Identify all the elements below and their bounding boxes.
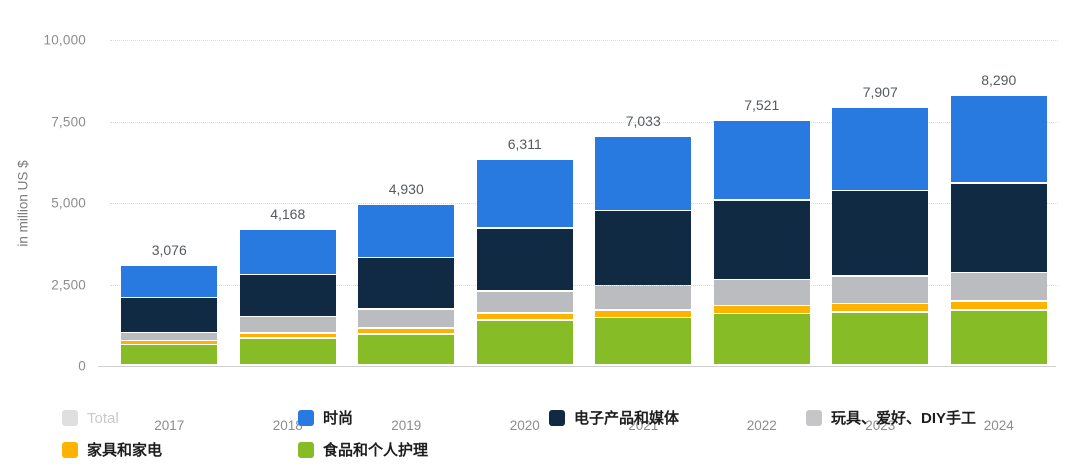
y-axis-title-label: in million US $ bbox=[15, 159, 31, 247]
legend-swatch-icon bbox=[806, 410, 822, 426]
y-axis-tick-label: 2,500 bbox=[51, 277, 86, 292]
bar-segment-food_personal_care[interactable] bbox=[358, 334, 455, 365]
legend-label: 食品和个人护理 bbox=[323, 441, 429, 459]
bar-total-label: 7,521 bbox=[744, 96, 780, 113]
bar-segment-toys_hobby_diy[interactable] bbox=[832, 276, 929, 303]
bar-segment-furniture_appliances[interactable] bbox=[713, 306, 810, 313]
x-axis-tick-label: 2021 bbox=[628, 418, 659, 433]
bar-group[interactable]: 7,521 bbox=[713, 40, 810, 366]
y-axis-tick-label: 7,500 bbox=[51, 114, 86, 129]
x-axis-tick-label: 2023 bbox=[865, 418, 896, 433]
gridline bbox=[110, 203, 1058, 204]
bar-segment-fashion[interactable] bbox=[595, 136, 692, 210]
bar-total-label: 4,168 bbox=[270, 206, 306, 223]
bar-segment-toys_hobby_diy[interactable] bbox=[358, 309, 455, 328]
axis-baseline bbox=[98, 366, 1056, 367]
x-axis-tick-label: 2019 bbox=[391, 418, 422, 433]
legend-swatch-icon bbox=[549, 410, 565, 426]
x-axis-tick-label: 2022 bbox=[746, 418, 777, 433]
bar-total-label: 4,930 bbox=[388, 181, 424, 198]
gridline bbox=[110, 284, 1058, 286]
bar-segment-electronics_media[interactable] bbox=[595, 211, 692, 285]
legend-swatch-icon bbox=[62, 410, 78, 426]
legend-item[interactable]: 时尚 bbox=[298, 410, 353, 426]
bar-segment-food_personal_care[interactable] bbox=[121, 345, 218, 365]
bar-segment-furniture_appliances[interactable] bbox=[950, 301, 1047, 310]
bar-group[interactable]: 7,907 bbox=[832, 40, 929, 366]
bar-series-container: 3,076 4,168 4,930 6,311 7,033 7,521 7,907 8,290 bbox=[110, 40, 1058, 366]
legend-swatch-icon bbox=[62, 442, 78, 458]
y-axis-tick-label: 0 bbox=[78, 358, 86, 374]
bar-group[interactable]: 7,033 bbox=[595, 40, 692, 366]
bar-segment-food_personal_care[interactable] bbox=[476, 320, 573, 365]
bar-segment-toys_hobby_diy[interactable] bbox=[595, 286, 692, 310]
bar-segment-food_personal_care[interactable] bbox=[832, 312, 929, 365]
bar-segment-toys_hobby_diy[interactable] bbox=[476, 291, 573, 313]
legend-label: Total bbox=[87, 409, 119, 427]
bar-segment-electronics_media[interactable] bbox=[832, 191, 929, 276]
bar-segment-toys_hobby_diy[interactable] bbox=[239, 317, 336, 333]
legend-item[interactable]: 电子产品和媒体 bbox=[549, 410, 679, 426]
bar-segment-electronics_media[interactable] bbox=[476, 228, 573, 291]
bar-segment-food_personal_care[interactable] bbox=[950, 310, 1047, 365]
bar-segment-furniture_appliances[interactable] bbox=[121, 341, 218, 344]
legend-item[interactable]: 玩具、爱好、DIY手工 bbox=[806, 410, 976, 426]
bar-segment-fashion[interactable] bbox=[476, 160, 573, 228]
legend-label: 时尚 bbox=[323, 409, 354, 427]
legend-item[interactable]: Total bbox=[62, 410, 119, 426]
bar-total-label: 3,076 bbox=[151, 241, 187, 258]
legend-item[interactable]: 家具和家电 bbox=[62, 442, 162, 458]
gridline bbox=[110, 40, 1058, 41]
x-axis-tick-label: 2020 bbox=[509, 418, 540, 433]
bar-total-label: 7,033 bbox=[625, 112, 661, 129]
bar-segment-fashion[interactable] bbox=[713, 120, 810, 200]
bar-total-label: 6,311 bbox=[507, 136, 542, 153]
bar-segment-food_personal_care[interactable] bbox=[239, 338, 336, 365]
x-axis-tick-label: 2018 bbox=[272, 418, 303, 433]
bar-segment-furniture_appliances[interactable] bbox=[832, 304, 929, 312]
bar-segment-toys_hobby_diy[interactable] bbox=[713, 280, 810, 305]
bar-group[interactable]: 6,311 bbox=[476, 40, 573, 366]
legend-label: 玩具、爱好、DIY手工 bbox=[831, 409, 977, 427]
bar-segment-toys_hobby_diy[interactable] bbox=[950, 273, 1047, 301]
bar-segment-fashion[interactable] bbox=[832, 108, 929, 190]
bar-segment-toys_hobby_diy[interactable] bbox=[121, 333, 218, 340]
y-axis-tick-label: 5,000 bbox=[51, 195, 86, 211]
bar-segment-food_personal_care[interactable] bbox=[595, 318, 692, 365]
bar-group[interactable]: 4,168 bbox=[239, 40, 336, 366]
legend-swatch-icon bbox=[298, 410, 314, 426]
chart-legend: Total 时尚 电子产品和媒体 玩具、爱好、DIY手工家具和家电 食品和个人护理 bbox=[0, 400, 1080, 472]
bar-segment-furniture_appliances[interactable] bbox=[358, 328, 455, 334]
bar-segment-electronics_media[interactable] bbox=[239, 275, 336, 316]
bar-segment-electronics_media[interactable] bbox=[713, 200, 810, 279]
bar-segment-fashion[interactable] bbox=[239, 230, 336, 274]
x-axis-tick-labels: 2017 2018 2019 2020 2021 2022 2023 2024 bbox=[110, 40, 1058, 433]
gridline bbox=[110, 121, 1058, 123]
plot-area: 3,076 4,168 4,930 6,311 7,033 7,521 7,907 8,290 bbox=[98, 40, 1058, 367]
bar-segment-electronics_media[interactable] bbox=[950, 183, 1047, 272]
bar-segment-furniture_appliances[interactable] bbox=[595, 310, 692, 317]
legend-swatch-icon bbox=[298, 442, 314, 458]
legend-label: 电子产品和媒体 bbox=[574, 409, 680, 427]
bar-total-label: 7,907 bbox=[862, 84, 898, 101]
legend-label: 家具和家电 bbox=[87, 441, 163, 459]
bar-segment-fashion[interactable] bbox=[121, 265, 218, 297]
bar-segment-fashion[interactable] bbox=[950, 95, 1047, 183]
x-axis-tick-label: 2017 bbox=[154, 418, 185, 433]
y-axis-tick-label: 10,000 bbox=[43, 32, 86, 48]
bar-total-label: 8,290 bbox=[981, 71, 1017, 88]
bar-segment-food_personal_care[interactable] bbox=[713, 314, 810, 365]
bar-segment-electronics_media[interactable] bbox=[121, 298, 218, 332]
bar-segment-furniture_appliances[interactable] bbox=[476, 313, 573, 320]
bar-segment-electronics_media[interactable] bbox=[358, 258, 455, 309]
bar-group[interactable]: 3,076 bbox=[121, 40, 218, 366]
x-axis-tick-label: 2024 bbox=[983, 418, 1014, 433]
bar-segment-fashion[interactable] bbox=[358, 205, 455, 257]
y-axis-title: in million US $ bbox=[14, 40, 32, 366]
bar-group[interactable]: 8,290 bbox=[950, 40, 1047, 366]
legend-item[interactable]: 食品和个人护理 bbox=[298, 442, 428, 458]
bar-segment-furniture_appliances[interactable] bbox=[239, 333, 336, 338]
bar-group[interactable]: 4,930 bbox=[358, 40, 455, 366]
